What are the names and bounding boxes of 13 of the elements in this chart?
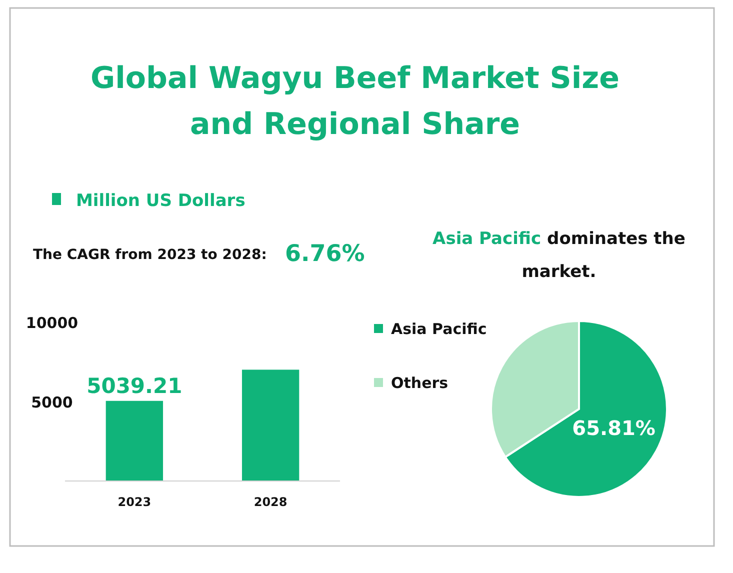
data-label: 5039.21: [86, 374, 182, 398]
text: The CAGR from 2023 to 2028:: [33, 247, 267, 263]
legend-label: Asia Pacific: [391, 320, 487, 338]
chart-title: Asia Pacific dominates the market.: [432, 229, 686, 282]
text: 6.76%: [285, 241, 365, 267]
data-label: 65.81%: [572, 416, 656, 440]
y-tick-label: 5000: [31, 394, 73, 412]
legend-label: Others: [391, 374, 448, 392]
y-tick-label: 10000: [26, 314, 78, 332]
x-tick-label: 2028: [254, 495, 288, 509]
x-tick-label: 2023: [118, 495, 152, 509]
chart-title: Global Wagyu Beef Market Size and Regional Share: [90, 61, 620, 142]
legend-label: Million US Dollars: [76, 191, 246, 211]
